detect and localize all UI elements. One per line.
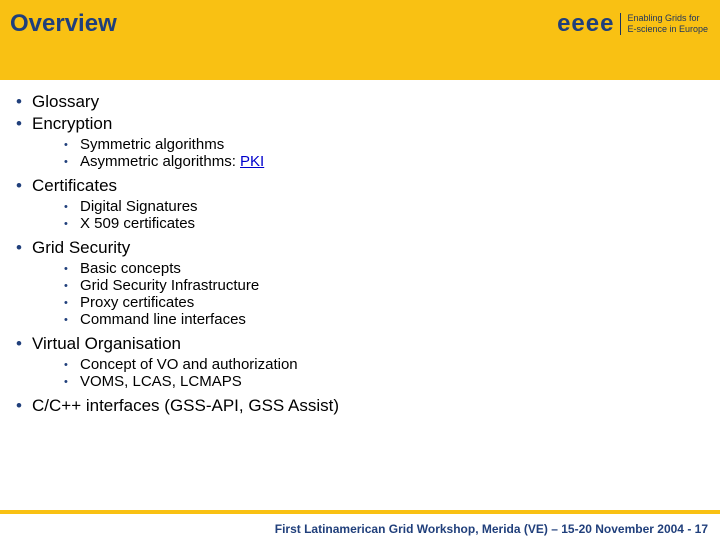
sub-item-label: Proxy certificates: [80, 294, 194, 311]
sub-item-label: Command line interfaces: [80, 311, 246, 328]
sub-list-item: Asymmetric algorithms: PKI: [64, 153, 720, 170]
outline-list: Glossary Encryption Symmetric algorithmsAs…: [16, 92, 720, 416]
list-item: Encryption: [16, 114, 720, 134]
sub-list: Basic conceptsGrid Security Infrastructu…: [64, 260, 720, 328]
sub-item-label: X 509 certificates: [80, 215, 195, 232]
list-item-label: Grid Security: [32, 238, 130, 257]
sub-list: Symmetric algorithmsAsymmetric algorithm…: [64, 136, 720, 170]
list-item-label: Virtual Organisation: [32, 334, 181, 353]
list-item-label: Glossary: [32, 92, 99, 111]
sub-list: Digital SignaturesX 509 certificates: [64, 198, 720, 232]
sub-list-item: VOMS, LCAS, LCMAPS: [64, 373, 720, 390]
sub-list-item: Grid Security Infrastructure: [64, 277, 720, 294]
sub-item-label: Symmetric algorithms: [80, 136, 224, 153]
list-item: Certificates: [16, 176, 720, 196]
content-area: Glossary Encryption Symmetric algorithmsAs…: [0, 80, 720, 416]
list-item: Virtual Organisation: [16, 334, 720, 354]
list-item-label: C/C++ interfaces (GSS-API, GSS Assist): [32, 396, 339, 415]
sub-item-label: Concept of VO and authorization: [80, 356, 298, 373]
list-item-label: Certificates: [32, 176, 117, 195]
logo-tag-line1: Enabling Grids for: [627, 13, 708, 24]
sub-list-item: X 509 certificates: [64, 215, 720, 232]
sub-item-link[interactable]: PKI: [240, 153, 264, 170]
list-item: C/C++ interfaces (GSS-API, GSS Assist): [16, 396, 720, 416]
logo-text: eeee: [557, 10, 614, 38]
logo-tagline: Enabling Grids for E-science in Europe: [620, 13, 708, 35]
page-title: Overview: [10, 10, 117, 38]
footer-divider: [0, 510, 720, 514]
slide-header: Overview eeee Enabling Grids for E-scien…: [0, 0, 720, 80]
footer-text: First Latinamerican Grid Workshop, Merid…: [275, 522, 708, 536]
sub-list-item: Proxy certificates: [64, 294, 720, 311]
sub-list-item: Symmetric algorithms: [64, 136, 720, 153]
sub-item-label: VOMS, LCAS, LCMAPS: [80, 373, 242, 390]
sub-list-item: Basic concepts: [64, 260, 720, 277]
sub-item-label: Asymmetric algorithms:: [80, 153, 240, 170]
sub-item-label: Basic concepts: [80, 260, 181, 277]
list-item: Glossary: [16, 92, 720, 112]
logo: eeee Enabling Grids for E-science in Eur…: [557, 10, 708, 38]
sub-item-label: Grid Security Infrastructure: [80, 277, 259, 294]
list-item-label: Encryption: [32, 114, 112, 133]
sub-list-item: Concept of VO and authorization: [64, 356, 720, 373]
sub-list-item: Command line interfaces: [64, 311, 720, 328]
sub-item-label: Digital Signatures: [80, 198, 198, 215]
sub-list: Concept of VO and authorizationVOMS, LCA…: [64, 356, 720, 390]
logo-tag-line2: E-science in Europe: [627, 24, 708, 35]
list-item: Grid Security: [16, 238, 720, 258]
sub-list-item: Digital Signatures: [64, 198, 720, 215]
